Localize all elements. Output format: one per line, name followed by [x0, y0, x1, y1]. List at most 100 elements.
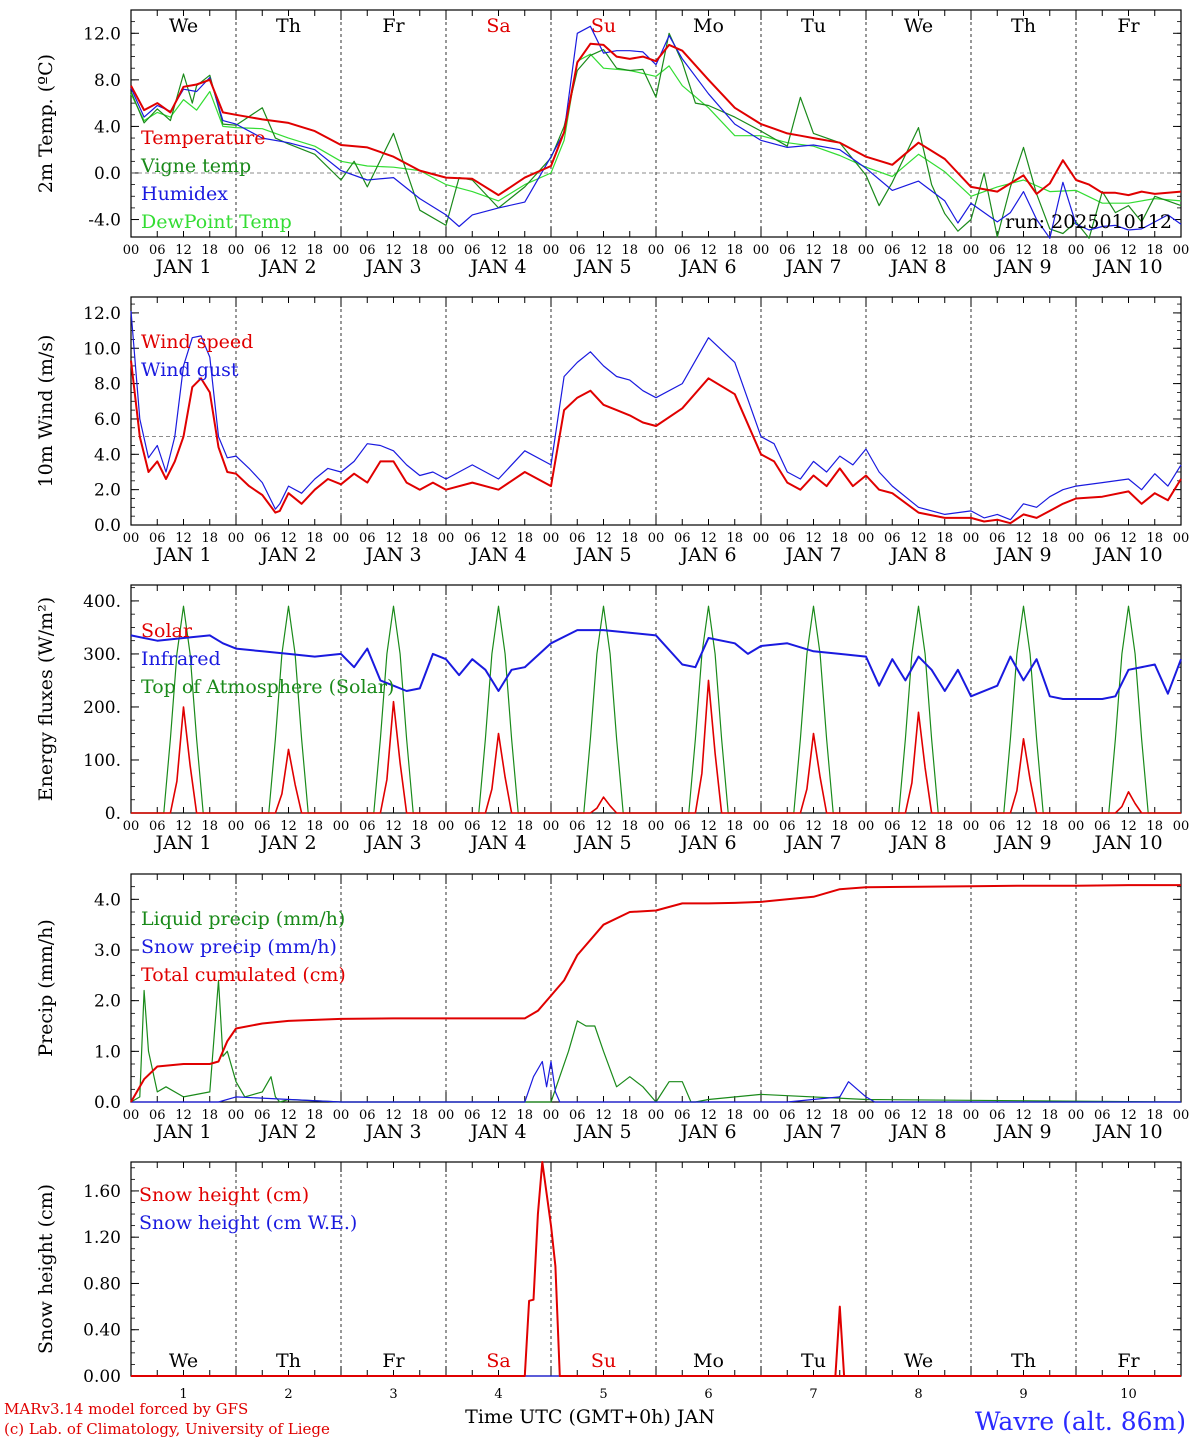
legend-entry: Wind gust [141, 359, 239, 381]
date-label: JAN 6 [678, 832, 736, 854]
credits: MARv3.14 model forced by GFS (c) Lab. of… [4, 1399, 330, 1439]
x-tick-label: 18 [621, 819, 638, 834]
y-tick-label: 200. [83, 698, 121, 718]
x-tick-label: 00 [123, 531, 140, 546]
x-tick-label: 00 [648, 819, 665, 834]
y-tick-label: 300. [83, 645, 121, 665]
day-name: We [169, 15, 198, 37]
y-tick-label: 1.60 [83, 1182, 121, 1202]
x-tick-label: 00 [963, 819, 980, 834]
x-tick-label: 18 [621, 243, 638, 258]
x-tick-label: 12 [1015, 819, 1032, 834]
date-label: JAN 5 [573, 544, 631, 566]
x-tick-label: 00 [753, 531, 770, 546]
x-tick-label: 00 [1068, 243, 1085, 258]
x-tick-label: 06 [884, 531, 901, 546]
date-label: JAN 9 [993, 1121, 1051, 1143]
x-tick-label: 12 [175, 243, 192, 258]
x-tick-label: 12 [910, 243, 927, 258]
x-tick-label: 06 [149, 531, 166, 546]
date-label: JAN 3 [363, 832, 421, 854]
date-label: JAN 3 [363, 1121, 421, 1143]
x-tick-label: 12 [385, 1108, 402, 1123]
y-tick-label: 2.0 [94, 481, 121, 501]
x-tick-label: 06 [989, 243, 1006, 258]
x-tick-label: 00 [228, 531, 245, 546]
x-tick-label: 06 [779, 819, 796, 834]
day-name: We [169, 1350, 198, 1372]
x-tick-label: 00 [648, 531, 665, 546]
date-label: JAN 7 [783, 256, 841, 278]
day-name: Fr [1117, 15, 1140, 37]
x-tick-label: 18 [1041, 243, 1058, 258]
x-tick-label: 00 [858, 1108, 875, 1123]
series-line [131, 605, 1181, 814]
x-tick-label: 18 [516, 243, 533, 258]
x-tick-label: 12 [490, 243, 507, 258]
x-tick-label: 12 [175, 819, 192, 834]
x-tick-label: 12 [1015, 1108, 1032, 1123]
x-tick-label: 12 [910, 1108, 927, 1123]
run-label: run: 2025010112 [1005, 211, 1172, 233]
date-label: JAN 1 [153, 1121, 211, 1143]
x-tick-label: 12 [1015, 243, 1032, 258]
date-label: JAN 5 [573, 256, 631, 278]
series-line [131, 1060, 1181, 1103]
day-number: 3 [389, 1387, 397, 1402]
series-line [130, 884, 1181, 1103]
date-label: JAN 7 [783, 832, 841, 854]
date-label: JAN 7 [783, 1121, 841, 1143]
x-tick-label: 12 [490, 531, 507, 546]
date-label: JAN 9 [993, 832, 1051, 854]
x-tick-label: 12 [280, 819, 297, 834]
credit-line-2: (c) Lab. of Climatology, University of L… [4, 1420, 330, 1438]
legend-entry: Humidex [141, 183, 228, 205]
y-tick-label: 0.40 [83, 1321, 121, 1341]
day-name: We [904, 1350, 933, 1372]
x-tick-label: 18 [201, 1108, 218, 1123]
y-tick-label: 12.0 [83, 24, 121, 44]
x-tick-label: 18 [411, 531, 428, 546]
x-tick-label: 00 [438, 819, 455, 834]
date-label: JAN 2 [258, 256, 316, 278]
series-line [130, 53, 1182, 204]
x-tick-label: 06 [1094, 531, 1111, 546]
day-name: Tu [801, 15, 826, 37]
x-tick-label: 06 [989, 531, 1006, 546]
date-label: JAN 1 [153, 544, 211, 566]
x-tick-label: 00 [1068, 531, 1085, 546]
x-tick-label: 06 [884, 243, 901, 258]
x-tick-label: 12 [385, 243, 402, 258]
x-tick-label: 06 [989, 819, 1006, 834]
x-tick-label: 12 [700, 819, 717, 834]
series-line [130, 311, 1182, 521]
y-axis-label: 2m Temp. (ºC) [35, 54, 57, 193]
x-tick-label: 00 [753, 243, 770, 258]
y-tick-label: 4.0 [94, 117, 121, 137]
x-tick-label: 00 [333, 243, 350, 258]
x-tick-label: 00 [858, 819, 875, 834]
y-tick-label: 8.0 [94, 71, 121, 91]
x-tick-label: 12 [175, 531, 192, 546]
x-tick-label: 18 [936, 531, 953, 546]
x-tick-label: 00 [648, 243, 665, 258]
day-number: 2 [284, 1387, 292, 1402]
date-label: JAN 6 [678, 1121, 736, 1143]
x-tick-label: 18 [621, 1108, 638, 1123]
y-axis-label: 10m Wind (m/s) [35, 335, 57, 488]
x-tick-label: 18 [411, 1108, 428, 1123]
x-tick-label: 06 [779, 1108, 796, 1123]
y-axis-label: Precip (mm/h) [35, 919, 57, 1057]
y-tick-label: 0.0 [94, 516, 121, 536]
x-tick-label: 06 [254, 819, 271, 834]
date-label: JAN 8 [888, 544, 946, 566]
y-tick-label: 4.0 [94, 890, 121, 910]
x-axis-title: Time UTC (GMT+0h) JAN [465, 1406, 715, 1428]
x-tick-label: 00 [228, 819, 245, 834]
day-name: Fr [382, 1350, 405, 1372]
date-label: JAN 5 [573, 1121, 631, 1143]
series-line [831, 1305, 1181, 1377]
x-tick-label: 06 [569, 243, 586, 258]
x-tick-label: 18 [306, 243, 323, 258]
